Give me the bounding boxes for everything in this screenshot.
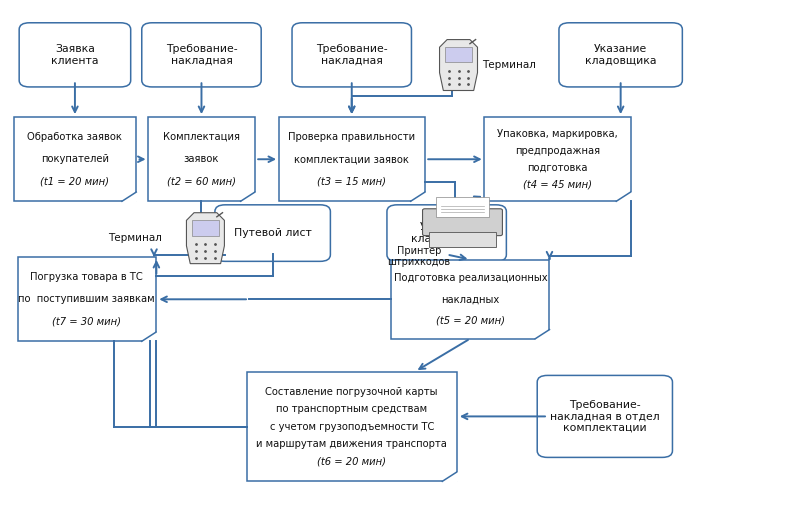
FancyBboxPatch shape <box>559 23 682 87</box>
Bar <box>436 197 489 217</box>
Text: Требование-
накладная: Требование- накладная <box>316 44 387 66</box>
Polygon shape <box>122 192 136 201</box>
Polygon shape <box>535 330 550 339</box>
Text: Обработка заявок: Обработка заявок <box>27 132 122 142</box>
Bar <box>484 117 630 201</box>
Text: по  поступившим заявкам: по поступившим заявкам <box>18 294 155 304</box>
Bar <box>148 117 255 201</box>
Text: Требование-
накладная в отдел
комплектации: Требование- накладная в отдел комплектац… <box>550 400 660 433</box>
FancyBboxPatch shape <box>215 205 330 261</box>
Text: заявок: заявок <box>184 154 219 164</box>
Text: Терминал: Терминал <box>108 233 162 243</box>
Bar <box>446 47 472 62</box>
Text: комплектации заявок: комплектации заявок <box>294 154 409 164</box>
FancyBboxPatch shape <box>19 23 130 87</box>
Text: Составление погрузочной карты: Составление погрузочной карты <box>266 387 438 397</box>
Bar <box>391 260 550 339</box>
Polygon shape <box>616 192 630 201</box>
Bar <box>429 232 496 247</box>
Text: (t5 = 20 мин): (t5 = 20 мин) <box>436 315 505 325</box>
Text: Проверка правильности: Проверка правильности <box>288 132 415 142</box>
Text: (t3 = 15 мин): (t3 = 15 мин) <box>318 177 386 187</box>
Polygon shape <box>439 39 478 91</box>
FancyBboxPatch shape <box>292 23 411 87</box>
Bar <box>18 257 156 342</box>
FancyBboxPatch shape <box>142 23 261 87</box>
Text: и маршрутам движения транспорта: и маршрутам движения транспорта <box>256 439 447 449</box>
Polygon shape <box>241 192 255 201</box>
Text: Указание
кладовщика: Указание кладовщика <box>411 222 482 244</box>
Text: Принтер
штрихкодов: Принтер штрихкодов <box>387 246 450 267</box>
Polygon shape <box>442 472 457 481</box>
Polygon shape <box>142 332 156 342</box>
Text: (t7 = 30 мин): (t7 = 30 мин) <box>52 317 122 327</box>
Text: (t6 = 20 мин): (t6 = 20 мин) <box>318 457 386 466</box>
Text: предпродажная: предпродажная <box>515 146 600 156</box>
Bar <box>278 117 425 201</box>
Polygon shape <box>410 192 425 201</box>
Text: Указание
кладовщика: Указание кладовщика <box>585 44 657 66</box>
Text: накладных: накладных <box>442 294 499 304</box>
Polygon shape <box>186 212 225 264</box>
Bar <box>192 220 218 236</box>
Text: (t4 = 45 мин): (t4 = 45 мин) <box>523 179 592 189</box>
Text: Погрузка товара в ТС: Погрузка товара в ТС <box>30 272 143 282</box>
Text: Путевой лист: Путевой лист <box>234 228 311 238</box>
Bar <box>14 117 136 201</box>
Text: Комплектация: Комплектация <box>163 132 240 142</box>
FancyBboxPatch shape <box>387 205 506 261</box>
Text: Терминал: Терминал <box>482 60 536 70</box>
Text: (t2 = 60 мин): (t2 = 60 мин) <box>167 177 236 187</box>
Text: Подготовка реализационных: Подготовка реализационных <box>394 273 547 283</box>
Bar <box>247 372 457 481</box>
Text: Упаковка, маркировка,: Упаковка, маркировка, <box>497 129 618 139</box>
Text: по транспортным средствам: по транспортным средствам <box>276 404 427 414</box>
Text: покупателей: покупателей <box>41 154 109 164</box>
FancyBboxPatch shape <box>422 209 502 236</box>
Text: с учетом грузоподъемности ТС: с учетом грузоподъемности ТС <box>270 421 434 432</box>
Text: подготовка: подготовка <box>527 163 588 173</box>
FancyBboxPatch shape <box>538 375 673 457</box>
Text: (t1 = 20 мин): (t1 = 20 мин) <box>41 177 110 187</box>
Text: Требование-
накладная: Требование- накладная <box>166 44 238 66</box>
Text: Заявка
клиента: Заявка клиента <box>51 44 98 66</box>
